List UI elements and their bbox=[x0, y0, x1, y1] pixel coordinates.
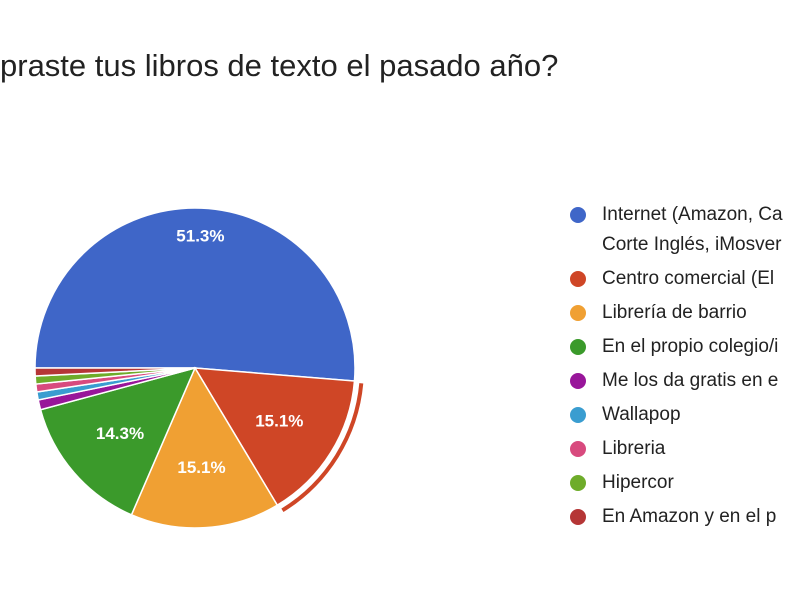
legend-label: Librería de barrio bbox=[602, 302, 747, 323]
legend-label: Me los da gratis en e bbox=[602, 370, 779, 391]
pie-slice[interactable] bbox=[34, 207, 356, 382]
legend-label: Internet (Amazon, Ca bbox=[602, 204, 783, 225]
legend-item[interactable]: Wallapop bbox=[568, 400, 800, 430]
chart-title: praste tus libros de texto el pasado año… bbox=[0, 48, 559, 83]
legend-label: Libreria bbox=[602, 438, 666, 459]
pie-slice[interactable] bbox=[39, 366, 197, 516]
legend-item[interactable]: En Amazon y en el p bbox=[568, 502, 800, 532]
legend-item[interactable]: Librería de barrio bbox=[568, 298, 800, 328]
legend-label-line2: Corte Inglés, iMosver bbox=[602, 234, 782, 255]
legend-item[interactable]: Hipercor bbox=[568, 468, 800, 498]
legend-label: Centro comercial (El bbox=[602, 268, 775, 289]
legend-swatch bbox=[570, 407, 586, 423]
legend-swatch bbox=[570, 441, 586, 457]
legend-label: Wallapop bbox=[602, 404, 681, 425]
legend-label: En el propio colegio/i bbox=[602, 336, 779, 357]
chart-legend: Internet (Amazon, Ca Corte Inglés, iMosve… bbox=[568, 200, 800, 532]
legend-item[interactable]: Centro comercial (El bbox=[568, 264, 800, 294]
legend-swatch bbox=[570, 373, 586, 389]
legend-swatch bbox=[570, 475, 586, 491]
selected-slice-highlight bbox=[281, 383, 364, 513]
pie-slice[interactable] bbox=[130, 366, 279, 529]
legend-swatch bbox=[570, 339, 586, 355]
legend-label: En Amazon y en el p bbox=[602, 506, 777, 527]
legend-label: Hipercor bbox=[602, 472, 674, 493]
pie-slice[interactable] bbox=[193, 367, 356, 507]
pie-slice[interactable] bbox=[34, 367, 196, 377]
legend-item[interactable]: Libreria bbox=[568, 434, 800, 464]
legend-swatch bbox=[570, 271, 586, 287]
legend-item[interactable]: Internet (Amazon, Ca Corte Inglés, iMosve… bbox=[568, 200, 800, 260]
legend-swatch bbox=[570, 207, 586, 223]
slice-data-label: 15.1% bbox=[255, 411, 303, 430]
slice-data-label: 14.3% bbox=[96, 424, 144, 443]
legend-swatch bbox=[570, 509, 586, 525]
slice-data-label: 51.3% bbox=[176, 226, 224, 245]
legend-item[interactable]: En el propio colegio/i bbox=[568, 332, 800, 362]
legend-swatch bbox=[570, 305, 586, 321]
slice-data-label: 15.1% bbox=[177, 458, 225, 477]
legend-item[interactable]: Me los da gratis en e bbox=[568, 366, 800, 396]
